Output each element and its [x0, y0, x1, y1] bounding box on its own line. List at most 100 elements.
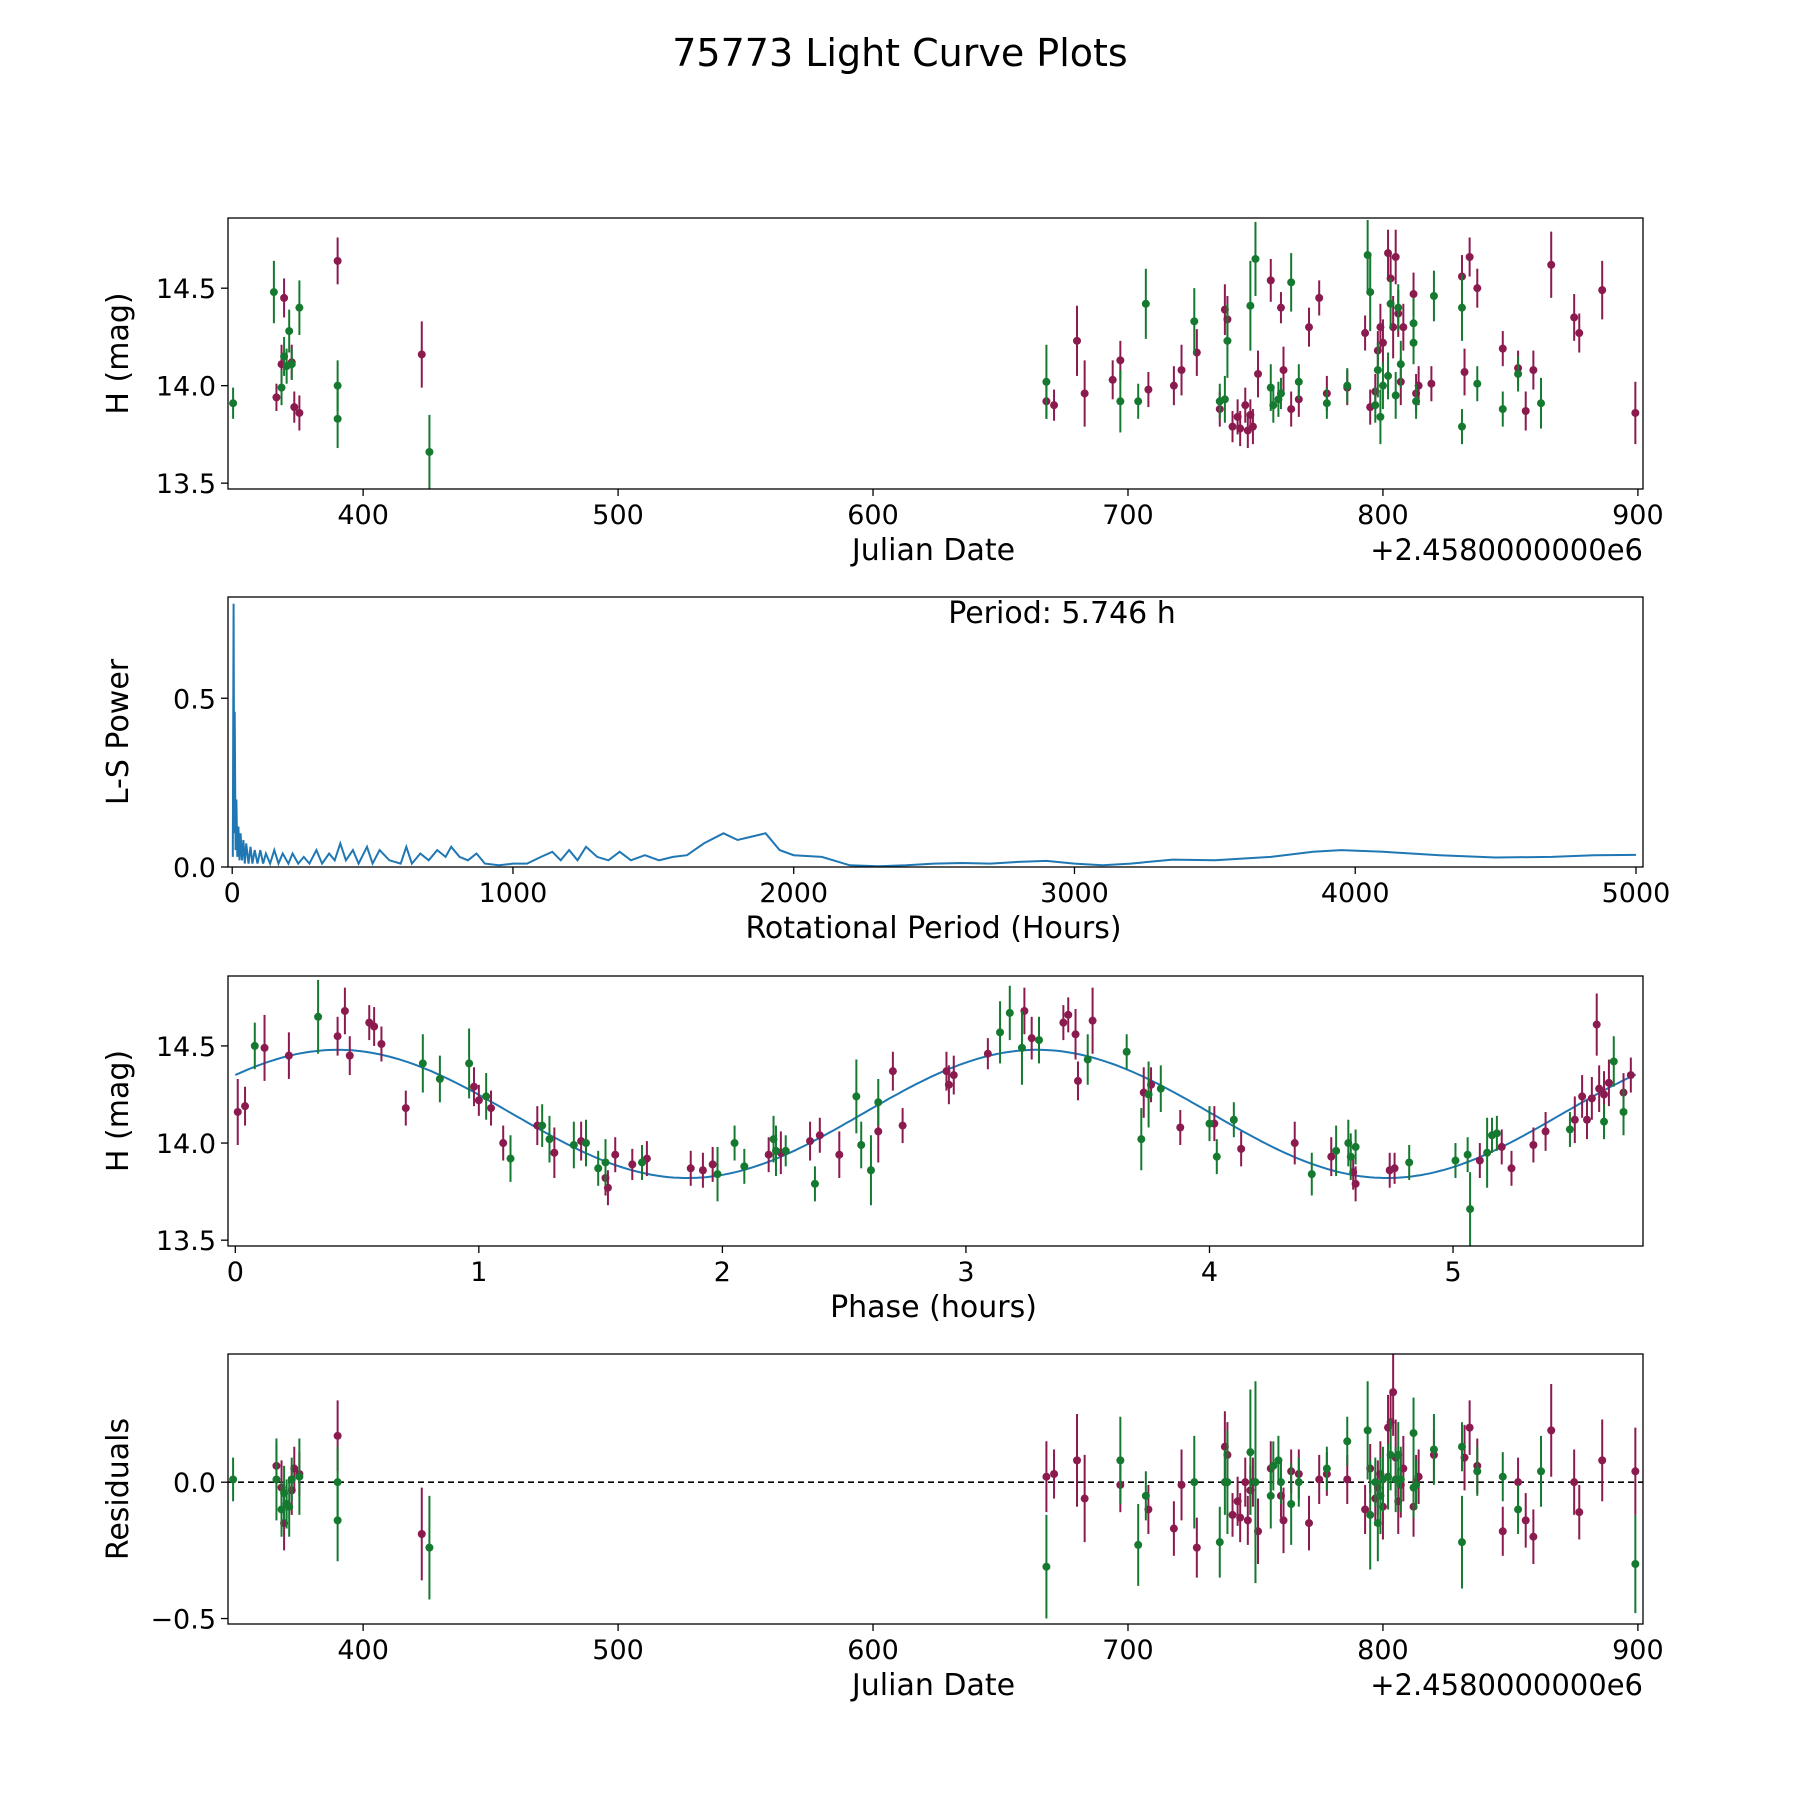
green-data-point: [1457, 1442, 1466, 1451]
red-data-point: [1236, 424, 1245, 433]
red-data-point: [1521, 1516, 1530, 1525]
x-tick-label: 500: [592, 1635, 644, 1666]
green-data-point: [1287, 278, 1296, 287]
y-tick-label: −0.5: [150, 1605, 216, 1636]
green-data-point: [1351, 1142, 1360, 1151]
green-data-point: [333, 414, 342, 423]
x-tick-label: 800: [1357, 500, 1409, 531]
red-data-point: [1169, 381, 1178, 390]
green-data-point: [1322, 399, 1331, 408]
green-data-point: [506, 1154, 515, 1163]
red-data-point: [1361, 1505, 1370, 1514]
red-data-point: [1547, 1426, 1556, 1435]
red-data-point: [1575, 329, 1584, 338]
red-data-point: [1391, 252, 1400, 261]
red-data-point: [1071, 1030, 1080, 1039]
red-data-point: [1587, 1094, 1596, 1103]
green-data-point: [1457, 422, 1466, 431]
green-data-point: [1378, 381, 1387, 390]
phase-folded-panel: 0 1 2 3 4 5 13.5 14.0 14.5 Phase (hours) H (mag): [101, 975, 1644, 1325]
green-data-point: [482, 1092, 491, 1101]
x-tick-label: 500: [592, 500, 644, 531]
green-data-point: [418, 1059, 427, 1068]
red-data-point: [345, 1051, 354, 1060]
y-axis-label: H (mag): [101, 1050, 136, 1172]
red-data-point: [1228, 422, 1237, 431]
red-data-point: [1144, 385, 1153, 394]
x-offset-label: +2.4580000000e6: [1370, 1668, 1643, 1702]
red-data-point: [1473, 284, 1482, 293]
x-axis-label: Rotational Period (Hours): [745, 911, 1121, 946]
green-data-point: [1366, 288, 1375, 297]
green-data-point: [1409, 1429, 1418, 1438]
red-data-point: [806, 1137, 815, 1146]
y-tick-label: 0.0: [173, 1468, 216, 1499]
x-tick-label: 900: [1612, 1635, 1664, 1666]
x-axis-label: Phase (hours): [830, 1290, 1037, 1325]
red-data-point: [1390, 1164, 1399, 1173]
y-tick-label: 14.0: [156, 1129, 216, 1160]
x-axis-label: Julian Date: [850, 533, 1015, 568]
red-data-point: [764, 1150, 773, 1159]
green-data-point: [1473, 379, 1482, 388]
red-data-point: [898, 1121, 907, 1130]
green-data-point: [285, 1502, 294, 1511]
red-data-point: [1279, 1516, 1288, 1525]
red-data-point: [1475, 1156, 1484, 1165]
x-tick-label: 3: [957, 1257, 974, 1288]
y-tick-label: 13.5: [156, 1226, 216, 1257]
green-data-point: [333, 381, 342, 390]
green-data-point: [1269, 401, 1278, 410]
axes-frame: [227, 217, 1644, 490]
green-data-point: [1386, 1450, 1395, 1459]
green-data-point: [1391, 391, 1400, 400]
green-data-point: [1451, 1156, 1460, 1165]
green-data-point: [594, 1164, 603, 1173]
red-data-point: [1050, 1470, 1059, 1478]
red-data-point: [1598, 1456, 1607, 1465]
red-data-point: [1578, 1092, 1587, 1101]
x-tick-label: 400: [337, 500, 389, 531]
red-data-point: [628, 1160, 637, 1169]
green-data-point: [1083, 1055, 1092, 1064]
red-data-point: [1176, 1123, 1185, 1132]
green-data-point: [1373, 366, 1382, 375]
green-data-point: [1363, 1426, 1372, 1435]
plot-area: [231, 603, 1637, 867]
green-data-point: [1343, 381, 1352, 390]
green-data-point: [1396, 1475, 1405, 1484]
red-data-point: [1237, 1144, 1246, 1153]
red-data-point: [1279, 366, 1288, 375]
red-data-point: [1315, 1475, 1324, 1484]
red-data-point: [1243, 1516, 1252, 1525]
y-axis-label: Residuals: [101, 1418, 136, 1560]
green-data-point: [1498, 405, 1507, 414]
red-data-point: [295, 408, 304, 417]
green-data-point: [1229, 1115, 1238, 1124]
red-data-point: [499, 1139, 508, 1148]
green-data-point: [1035, 1036, 1044, 1045]
red-data-point: [377, 1039, 386, 1048]
red-data-point: [1529, 1140, 1538, 1149]
red-data-point: [1177, 366, 1186, 375]
green-data-point: [1537, 1467, 1546, 1476]
red-data-point: [1287, 405, 1296, 414]
axes-frame: [227, 1353, 1644, 1625]
green-data-point: [1116, 1456, 1125, 1465]
x-tick-label: 0: [227, 1257, 244, 1288]
x-tick-label: 600: [847, 500, 899, 531]
red-data-point: [1254, 369, 1263, 378]
green-data-point: [425, 447, 434, 456]
red-data-point: [1169, 1524, 1178, 1533]
red-data-point: [1108, 375, 1117, 384]
green-data-point: [1429, 1445, 1438, 1454]
green-data-point: [229, 399, 238, 408]
red-data-point: [1050, 401, 1059, 410]
red-data-point: [1399, 323, 1408, 332]
green-data-point: [1042, 377, 1051, 386]
x-tick-label: 1000: [479, 878, 548, 909]
green-data-point: [1294, 1478, 1303, 1487]
red-data-point: [241, 1102, 250, 1111]
green-data-point: [601, 1158, 610, 1167]
red-data-point: [1582, 1115, 1591, 1124]
